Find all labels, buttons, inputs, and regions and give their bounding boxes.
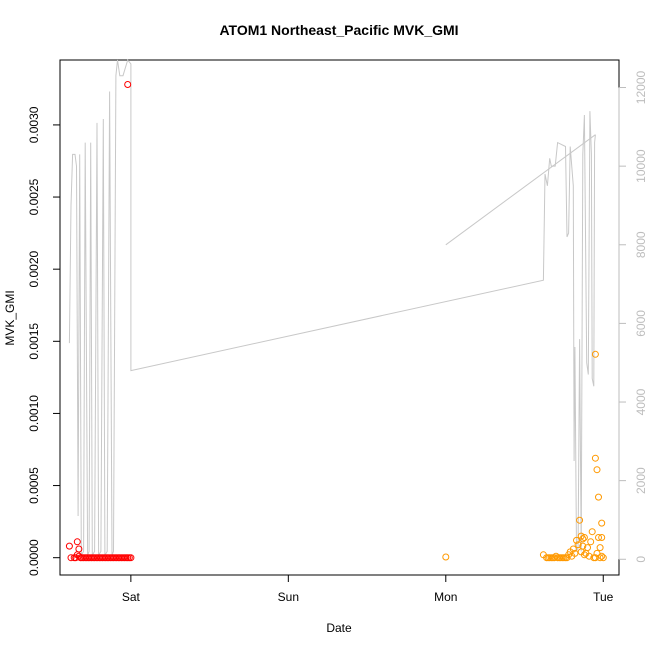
data-point-s1-43 [596,544,604,552]
data-point-s1-20 [571,549,579,557]
plot-frame [59,59,620,576]
data-point-s1-19 [569,545,577,553]
data-point-s1-42 [595,534,602,541]
data-point-s1-21 [573,536,580,544]
y-axis-left: 0.0000 0.0005 0.0010 0.0015 0.0020 0.0025 0.00… [27,106,61,576]
data-point-s0-0 [65,542,73,550]
data-point-s1-32 [585,552,593,560]
chart-title: ATOM1 Northeast_Pacific MVK_GMI [219,22,458,38]
y-left-tick-label: 0.0015 [27,323,41,360]
x-axis: Sat Sun Mon Tue [122,574,614,604]
data-point-s1-8 [552,552,560,560]
y-left-tick-label: 0.0010 [27,395,41,432]
data-point-s0-5 [73,538,81,546]
y-right-tick-label: 6000 [634,310,648,337]
y-right-tick-label: 10000 [634,149,648,183]
data-point-s0-40 [127,554,135,562]
data-points [65,81,607,562]
altitude-line [68,58,596,558]
data-point-s1-27 [579,542,587,550]
data-point-s1-39 [593,466,601,474]
data-point-s1-48 [599,554,607,562]
y-right-tick-label: 8000 [634,231,648,258]
data-point-s1-37 [591,350,599,358]
y-left-tick-label: 0.0025 [27,178,41,215]
altitude-line-segment-1 [445,134,596,246]
data-point-s1-29 [580,551,588,559]
x-tick-label: Mon [434,590,457,604]
y-right-tick-label: 0 [634,556,648,563]
y-left-tick-label: 0.0020 [27,250,41,287]
data-point-s1-36 [591,554,599,562]
data-point-s1-47 [598,552,606,560]
data-point-s1-45 [598,519,606,527]
x-tick-label: Sun [278,590,299,604]
data-point-s1-46 [598,534,606,541]
data-point-s0-41 [124,81,132,88]
x-axis-label: Date [326,621,352,635]
data-point-s1-44 [596,554,604,562]
data-point-s1-0 [442,553,450,561]
y-axis-label: MVK_GMI [3,290,17,345]
altitude-line-segment-0 [68,58,596,558]
data-point-s0-6 [75,545,83,553]
data-point-s1-26 [579,535,587,543]
y-axis-right: 0 2000 4000 6000 8000 10000 12000 [618,71,648,563]
data-point-s1-41 [595,493,602,501]
y-right-tick-label: 12000 [634,71,648,105]
y-right-tick-label: 2000 [634,467,648,494]
data-point-s1-33 [587,538,595,546]
y-right-tick-label: 4000 [634,388,648,415]
y-left-tick-label: 0.0005 [27,467,41,504]
y-left-tick-label: 0.0030 [27,106,41,143]
x-tick-label: Tue [593,590,614,604]
data-point-s1-38 [591,454,599,462]
x-tick-label: Sat [122,590,141,604]
data-point-s0-1 [67,554,75,562]
data-point-s1-23 [576,516,584,524]
data-point-s1-31 [584,544,591,552]
data-point-s1-22 [574,541,582,549]
y-left-tick-label: 0.0000 [27,539,41,576]
data-point-s1-28 [580,534,588,541]
data-point-s1-34 [588,528,596,536]
